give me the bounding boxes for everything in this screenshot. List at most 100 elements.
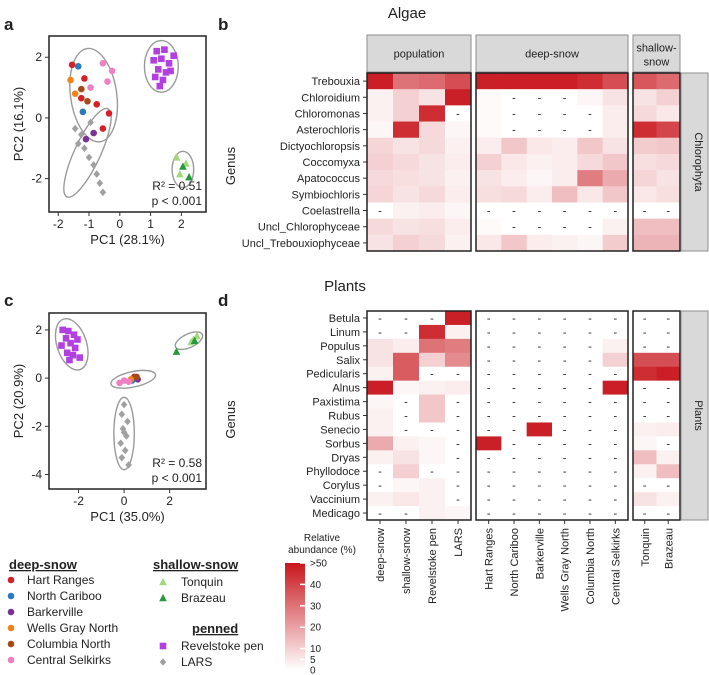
ellipse-revelstoke-pen — [54, 318, 89, 371]
point-revelstoke-pen — [65, 327, 72, 335]
heatmap-cell — [602, 89, 629, 106]
heatmap-cell — [633, 450, 657, 465]
row-label: Alnus — [332, 383, 360, 395]
point-lars — [117, 439, 124, 447]
missing-cell-dash: - — [537, 327, 541, 339]
heatmap-cell — [445, 311, 472, 326]
missing-cell-dash: - — [537, 206, 541, 218]
point-revelstoke-pen — [66, 356, 73, 364]
missing-cell-dash: - — [643, 313, 647, 325]
heatmap-cell — [445, 492, 472, 507]
missing-cell-dash: - — [666, 327, 670, 339]
ellipse-deep-snow — [69, 47, 119, 143]
heatmap-cell — [393, 366, 420, 381]
point-lars — [90, 161, 97, 169]
heatmap-cell — [393, 311, 420, 326]
heatmap-cell — [419, 73, 446, 90]
y-axis-title: PC2 (20.9%) — [11, 364, 26, 438]
heatmap-cell — [419, 450, 446, 465]
ellipse-lars — [113, 396, 136, 471]
heatmap-cell — [633, 394, 657, 409]
ellipse-shallow-snow — [171, 150, 195, 189]
x-tick-label: 2 — [178, 217, 185, 231]
heatmap-cell — [602, 73, 629, 90]
heatmap-cell — [367, 121, 394, 139]
heatmap-cell — [445, 89, 472, 106]
heatmap-cell — [552, 506, 578, 521]
point-lars — [119, 424, 127, 433]
heatmap-frame — [475, 72, 629, 252]
heatmap-cell — [577, 153, 603, 171]
point-revelstoke-pen — [153, 47, 161, 55]
missing-cell-dash: - — [588, 313, 592, 325]
missing-cell-dash: - — [588, 466, 592, 478]
heatmap-cell — [656, 450, 681, 465]
y-tick-label: 2 — [35, 50, 42, 64]
missing-cell-dash: - — [537, 108, 541, 120]
row-label: Coccomyxa — [303, 157, 361, 169]
heatmap-cell — [633, 105, 657, 122]
heatmap-cell — [552, 89, 578, 106]
heatmap-cell — [419, 464, 446, 479]
missing-cell-dash: - — [456, 411, 460, 423]
missing-cell-dash: - — [537, 411, 541, 423]
heatmap-cell — [633, 73, 657, 90]
heatmap-cell — [476, 89, 502, 106]
heatmap-cell — [656, 408, 681, 423]
row-label: Asterochloris — [296, 125, 360, 137]
heatmap-cell — [602, 137, 629, 155]
point-revelstoke-pen — [58, 342, 65, 349]
point-revelstoke-pen — [150, 56, 157, 64]
heatmap-cell — [501, 89, 527, 106]
missing-cell-dash: - — [512, 438, 516, 450]
missing-cell-dash: - — [512, 369, 516, 381]
point-revelstoke-pen — [62, 335, 70, 342]
heatmap-cell — [526, 105, 553, 122]
heatmap-cell — [633, 202, 657, 219]
missing-cell-dash: - — [378, 466, 382, 478]
missing-cell-dash: - — [512, 206, 516, 218]
missing-cell-dash: - — [537, 222, 541, 234]
heatmap-cell — [476, 186, 502, 203]
heatmap-cell — [577, 202, 603, 219]
heatmap-cell — [602, 234, 629, 252]
point-wells-gray-north — [71, 90, 79, 97]
heatmap-cell — [552, 121, 578, 139]
missing-cell-dash: - — [563, 397, 567, 409]
legend-label-barkerville: Barkerville — [27, 605, 83, 619]
point-tonquin — [172, 153, 181, 161]
heatmap-cell — [393, 464, 420, 479]
heatmap-cell — [526, 121, 553, 139]
heatmap-cell — [419, 89, 446, 106]
missing-cell-dash: - — [643, 206, 647, 218]
side-strip — [680, 310, 709, 521]
heatmap-cell — [367, 352, 394, 368]
heatmap-cell — [445, 450, 472, 465]
legend-label-revelstoke-pen: Revelstoke pen — [181, 639, 264, 653]
heatmap-cell — [445, 478, 472, 493]
heatmap-cell — [577, 394, 603, 409]
point-revelstoke-pen — [158, 55, 165, 63]
colorbar-tick-label: >50 — [310, 559, 327, 570]
missing-cell-dash: - — [563, 125, 567, 137]
plot-frame — [48, 312, 207, 490]
heatmap-cell — [419, 186, 446, 203]
heatmap-cell — [419, 408, 446, 423]
heatmap-cell — [393, 352, 420, 368]
heatmap-cell — [602, 170, 629, 187]
heatmap-cell — [501, 234, 527, 252]
y-tick-label: -4 — [31, 468, 42, 482]
heatmap-cell — [552, 464, 578, 479]
missing-cell-dash: - — [666, 411, 670, 423]
heatmap-cell — [656, 218, 681, 236]
heatmap-cell — [602, 478, 629, 493]
missing-cell-dash: - — [666, 206, 670, 218]
heatmap-cell — [367, 324, 394, 340]
facet-label: population — [394, 49, 445, 61]
missing-cell-dash: - — [512, 108, 516, 120]
missing-cell-dash: - — [487, 383, 491, 395]
ellipse-deep-snow — [110, 369, 157, 389]
missing-cell-dash: - — [430, 313, 434, 325]
heatmap-cell — [476, 464, 502, 479]
missing-cell-dash: - — [643, 383, 647, 395]
